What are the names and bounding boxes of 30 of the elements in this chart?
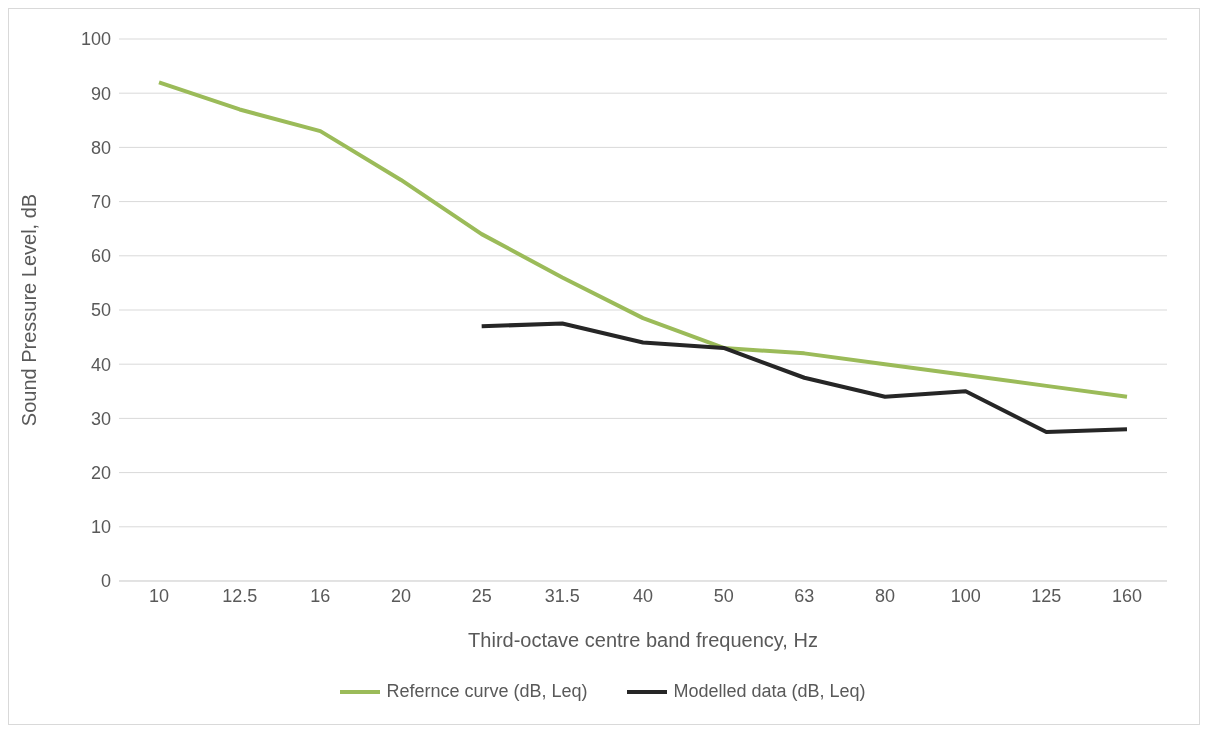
y-tick-label: 80 — [90, 137, 111, 158]
x-tick-label: 40 — [632, 585, 654, 606]
y-tick-label: 20 — [90, 462, 111, 483]
y-tick-label: 50 — [90, 300, 111, 321]
y-axis-title: Sound Pressure Level, dB — [18, 193, 41, 427]
y-tick-label: 40 — [90, 354, 111, 375]
x-tick-label: 12.5 — [222, 585, 258, 606]
y-tick-label: 90 — [90, 83, 111, 104]
legend-label: Modelled data (dB, Leq) — [672, 681, 866, 702]
line-series — [157, 80, 1129, 399]
x-tick-label: 16 — [310, 585, 331, 606]
y-tick-label: 30 — [90, 408, 111, 429]
x-tick-label: 25 — [471, 585, 492, 606]
x-tick-label: 80 — [874, 585, 896, 606]
x-tick-label: 50 — [713, 585, 734, 606]
x-tick-label: 20 — [390, 585, 412, 606]
legend-label: Refernce curve (dB, Leq) — [385, 681, 588, 702]
y-tick-label: 70 — [90, 191, 111, 212]
line-series — [479, 321, 1129, 434]
x-tick-label: 125 — [1031, 585, 1062, 606]
x-tick-label: 160 — [1111, 585, 1143, 606]
y-tick-label: 60 — [90, 246, 111, 267]
x-tick-label: 31.5 — [544, 585, 580, 606]
x-tick-label: 10 — [148, 585, 170, 606]
y-tick-label: 0 — [100, 571, 111, 592]
x-tick-label: 63 — [794, 585, 815, 606]
x-tick-label: 100 — [950, 585, 981, 606]
y-tick-label: 100 — [80, 29, 111, 50]
x-axis-title: Third-octave centre band frequency, Hz — [468, 629, 818, 651]
y-tick-label: 10 — [90, 517, 111, 538]
